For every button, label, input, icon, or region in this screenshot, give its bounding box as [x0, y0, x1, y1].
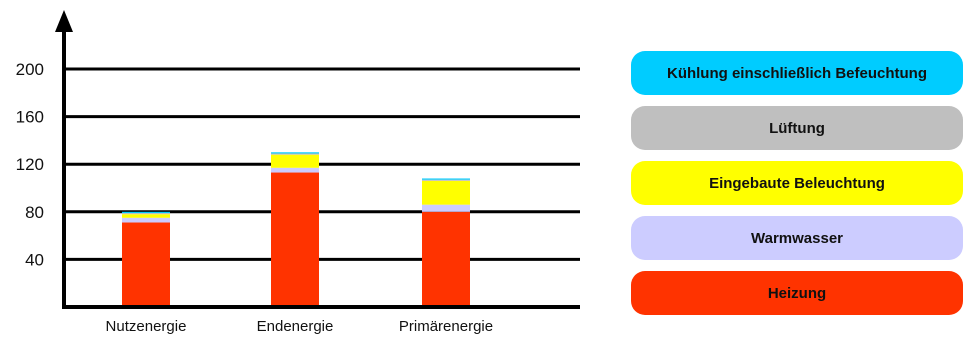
- bar-segment-nutzenergie-2: [122, 214, 170, 218]
- legend-item-label: Kühlung einschließlich Befeuchtung: [666, 64, 927, 82]
- bar-segment-nutzenergie-4: [122, 211, 170, 213]
- legend-item: Eingebaute Beleuchtung: [631, 161, 963, 205]
- y-tick-label-200: 200: [16, 60, 44, 79]
- bar-segment-endenergie-2: [271, 154, 319, 168]
- legend-item-label: Eingebaute Beleuchtung: [709, 174, 885, 192]
- bar-segment-primärenergie-3: [422, 179, 470, 181]
- y-axis-arrowhead: [55, 10, 73, 32]
- bar-segment-primärenergie-1: [422, 204, 470, 212]
- bar-chart: 40 80 120 160 200 Nutzenergie Endenergie Primär…: [16, 10, 580, 335]
- y-tick-label-80: 80: [25, 203, 44, 222]
- bar-segment-primärenergie-4: [422, 178, 470, 180]
- x-category-label-1: Endenergie: [257, 318, 334, 335]
- bar-segment-endenergie-0: [271, 172, 319, 307]
- y-tick-label-40: 40: [25, 250, 44, 269]
- y-tick-label-120: 120: [16, 155, 44, 174]
- bar-segment-endenergie-4: [271, 152, 319, 154]
- x-category-label-2: Primärenergie: [399, 318, 493, 335]
- legend-item: Lüftung: [631, 106, 963, 150]
- y-tick-label-160: 160: [16, 108, 44, 127]
- legend: Kühlung einschließlich Befeuchtung Lüftun…: [631, 51, 963, 326]
- bar-segment-primärenergie-2: [422, 180, 470, 205]
- bar-segment-nutzenergie-3: [122, 212, 170, 215]
- legend-item: Warmwasser: [631, 216, 963, 260]
- bar-segment-endenergie-3: [271, 153, 319, 155]
- legend-item-label: Lüftung: [769, 119, 825, 137]
- bar-segment-nutzenergie-1: [122, 217, 170, 223]
- bar-segment-endenergie-1: [271, 167, 319, 173]
- legend-item-label: Warmwasser: [751, 229, 843, 247]
- bar-segment-nutzenergie-0: [122, 222, 170, 307]
- legend-item: Kühlung einschließlich Befeuchtung: [631, 51, 963, 95]
- legend-item: Heizung: [631, 271, 963, 315]
- legend-item-label: Heizung: [767, 284, 827, 302]
- bar-segment-primärenergie-0: [422, 211, 470, 307]
- x-category-label-0: Nutzenergie: [106, 318, 187, 335]
